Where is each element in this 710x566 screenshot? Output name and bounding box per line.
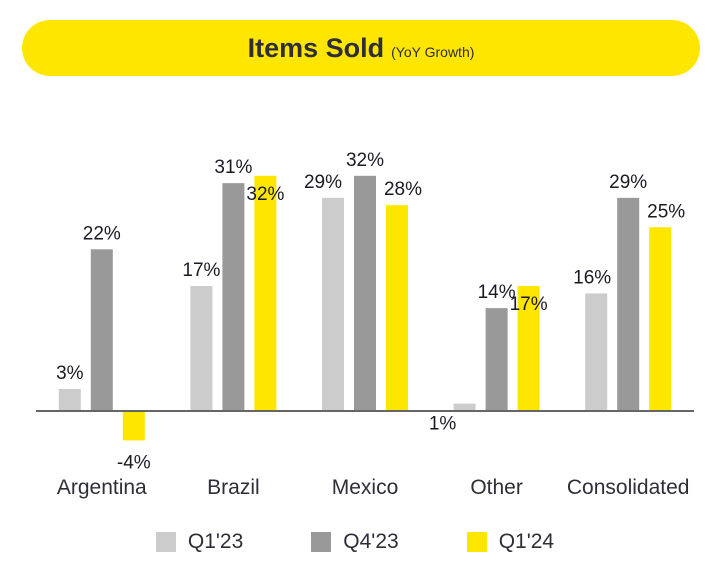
value-label: 17%: [182, 260, 220, 281]
legend-label: Q4'23: [343, 530, 399, 553]
chart-subtitle: (YoY Growth): [391, 44, 475, 60]
chart-title: Items Sold: [247, 32, 385, 63]
value-label: -4%: [117, 452, 151, 473]
bar-consolidated-q1-23: [585, 293, 608, 411]
title-banner: Items Sold (YoY Growth): [22, 20, 700, 76]
bar-argentina-q1-24: [122, 411, 145, 441]
value-label: 17%: [510, 294, 548, 315]
value-labels-layer: 3%22%-4%17%31%32%29%32%28%1%14%17%16%29%…: [56, 150, 685, 474]
value-label: 32%: [346, 150, 384, 171]
bar-other-q1-23: [453, 403, 476, 411]
bar-other-q1-24: [517, 286, 540, 411]
value-label: 32%: [246, 184, 284, 205]
bar-argentina-q1-23: [58, 388, 81, 411]
bar-mexico-q1-23: [322, 197, 344, 411]
value-label: 25%: [647, 201, 685, 222]
value-label: 1%: [429, 414, 457, 435]
value-label: 3%: [56, 363, 84, 384]
legend-swatch: [311, 532, 332, 552]
value-label: 29%: [304, 172, 342, 193]
value-label: 31%: [214, 157, 252, 178]
legend-swatch: [466, 532, 487, 552]
category-label-mexico: Mexico: [332, 476, 399, 499]
bar-mexico-q4-23: [354, 175, 376, 411]
category-label-other: Other: [470, 476, 523, 499]
bar-brazil-q1-23: [190, 286, 213, 411]
bars-layer: [58, 175, 672, 441]
legend-label: Q1'24: [498, 530, 555, 553]
legend-item-q4-23: Q4'23: [311, 530, 399, 554]
value-label: 29%: [609, 172, 647, 193]
bar-chart: 3%22%-4%17%31%32%29%32%28%1%14%17%16%29%…: [36, 150, 694, 499]
bar-argentina-q4-23: [90, 249, 113, 411]
value-label: 16%: [573, 267, 611, 288]
bar-consolidated-q1-24: [649, 227, 672, 411]
value-label: 14%: [478, 282, 516, 303]
value-label: 28%: [384, 179, 422, 200]
category-label-brazil: Brazil: [207, 476, 260, 499]
legend: Q1'23 Q4'23 Q1'24: [0, 524, 710, 560]
value-label: 22%: [83, 223, 121, 244]
bar-mexico-q1-24: [386, 205, 408, 411]
legend-item-q1-23: Q1'23: [155, 530, 244, 554]
category-label-consolidated: Consolidated: [567, 476, 690, 499]
legend-item-q1-24: Q1'24: [466, 530, 555, 554]
category-label-argentina: Argentina: [57, 476, 147, 499]
bar-brazil-q1-24: [254, 175, 277, 411]
legend-swatch: [155, 532, 176, 552]
bar-consolidated-q4-23: [617, 197, 640, 411]
legend-label: Q1'23: [187, 530, 244, 553]
category-labels-layer: Argentina Brazil Mexico Other Consolidated: [57, 476, 690, 499]
bar-brazil-q4-23: [222, 183, 245, 411]
bar-other-q4-23: [485, 308, 508, 411]
